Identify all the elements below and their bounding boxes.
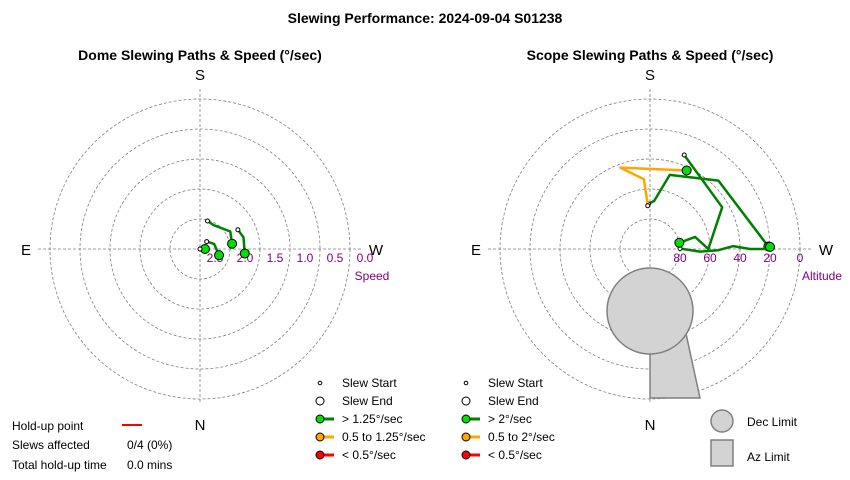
legend-low-label: < 0.5°/sec [342,448,396,462]
legend-low-label: < 0.5°/sec [488,448,542,462]
radial-tick-label: 0.5 [327,251,344,265]
slew-start-marker [227,238,238,249]
legend-high-marker [461,414,471,424]
direction-left: E [21,242,31,259]
legend-high-label: > 1.25°/sec [342,412,403,426]
holdup-point-label: Hold-up point [12,419,84,433]
legend-dec-limit-icon [710,409,734,433]
legend-start-marker [317,380,323,386]
legend-low-marker [315,450,325,460]
radial-tick-label: 80 [673,251,687,265]
total-holdup-value: 0.0 mins [127,458,172,472]
slew-path [206,219,234,245]
slew-end-marker [204,239,210,245]
radial-axis-label: Speed [355,269,390,283]
slew-end-marker [235,227,241,233]
radial-tick-label: 20 [763,251,777,265]
legend-high-marker [315,414,325,424]
legend-end-label: Slew End [342,394,393,408]
legend-end-label: Slew End [488,394,539,408]
slew-end-marker [681,152,687,158]
panel-title: Dome Slewing Paths & Speed (°/sec) [78,47,322,63]
direction-left: E [471,242,481,259]
legend-end-marker [461,396,471,406]
radial-tick-label: 60 [703,251,717,265]
legend-az-limit-label: Az Limit [747,450,790,464]
slew-end-marker [197,246,203,252]
direction-right: W [369,242,384,259]
slew-start-marker [239,248,250,259]
legend-az-limit-icon [710,439,734,467]
legend-start-marker [463,380,469,386]
radial-tick-label: 0.0 [357,251,374,265]
polar-panel-1: Dome Slewing Paths & Speed (°/sec)SNEW2.… [21,47,426,462]
radial-tick-label: 40 [733,251,747,265]
slew-path [236,228,247,255]
slews-affected-label: Slews affected [12,438,90,452]
direction-right: W [819,242,834,259]
direction-top: S [195,67,205,84]
slew-end-marker [645,203,651,209]
slew-path [678,153,724,251]
legend-low-marker [461,450,471,460]
slew-end-marker [205,218,211,224]
legend: Slew Start Slew End > 2°/sec 0.5 to 2°/sec <… [461,376,798,467]
holdup-summary: Hold-up point Slews affected 0/4 (0%) Total… [12,419,172,472]
slews-affected-value: 0/4 (0%) [127,438,172,452]
slew-start-marker [214,250,225,261]
total-holdup-label: Total hold-up time [12,458,107,472]
legend-start-label: Slew Start [488,376,543,390]
direction-bottom: N [645,417,656,434]
legend: Slew Start Slew End > 1.25°/sec 0.5 to 1.25… [315,376,426,462]
legend-mid-label: 0.5 to 2°/sec [488,430,555,444]
legend-mid-label: 0.5 to 1.25°/sec [342,430,426,444]
polar-panel-2: Scope Slewing Paths & Speed (°/sec) S N E W 8… [461,47,842,467]
chart-title: Slewing Performance: 2024-09-04 S01238 [288,10,563,26]
slew-start-marker [681,165,692,176]
legend-start-label: Slew Start [342,376,397,390]
slew-path [647,173,770,248]
radial-tick-label: 0 [797,251,804,265]
radial-tick-label: 1.5 [267,251,284,265]
slew-start-marker [764,241,775,252]
legend-mid-marker [315,432,325,442]
legend-mid-marker [461,432,471,442]
radial-tick-label: 1.0 [297,251,314,265]
direction-top: S [645,67,655,84]
dec-limit-shape [606,267,694,355]
legend-dec-limit-label: Dec Limit [747,415,798,429]
legend-high-label: > 2°/sec [488,412,532,426]
radial-axis-label: Altitude [802,269,842,283]
panel-title: Scope Slewing Paths & Speed (°/sec) [527,47,774,63]
direction-bottom: N [195,417,206,434]
slew-start-marker [674,237,685,248]
legend-end-marker [315,396,325,406]
